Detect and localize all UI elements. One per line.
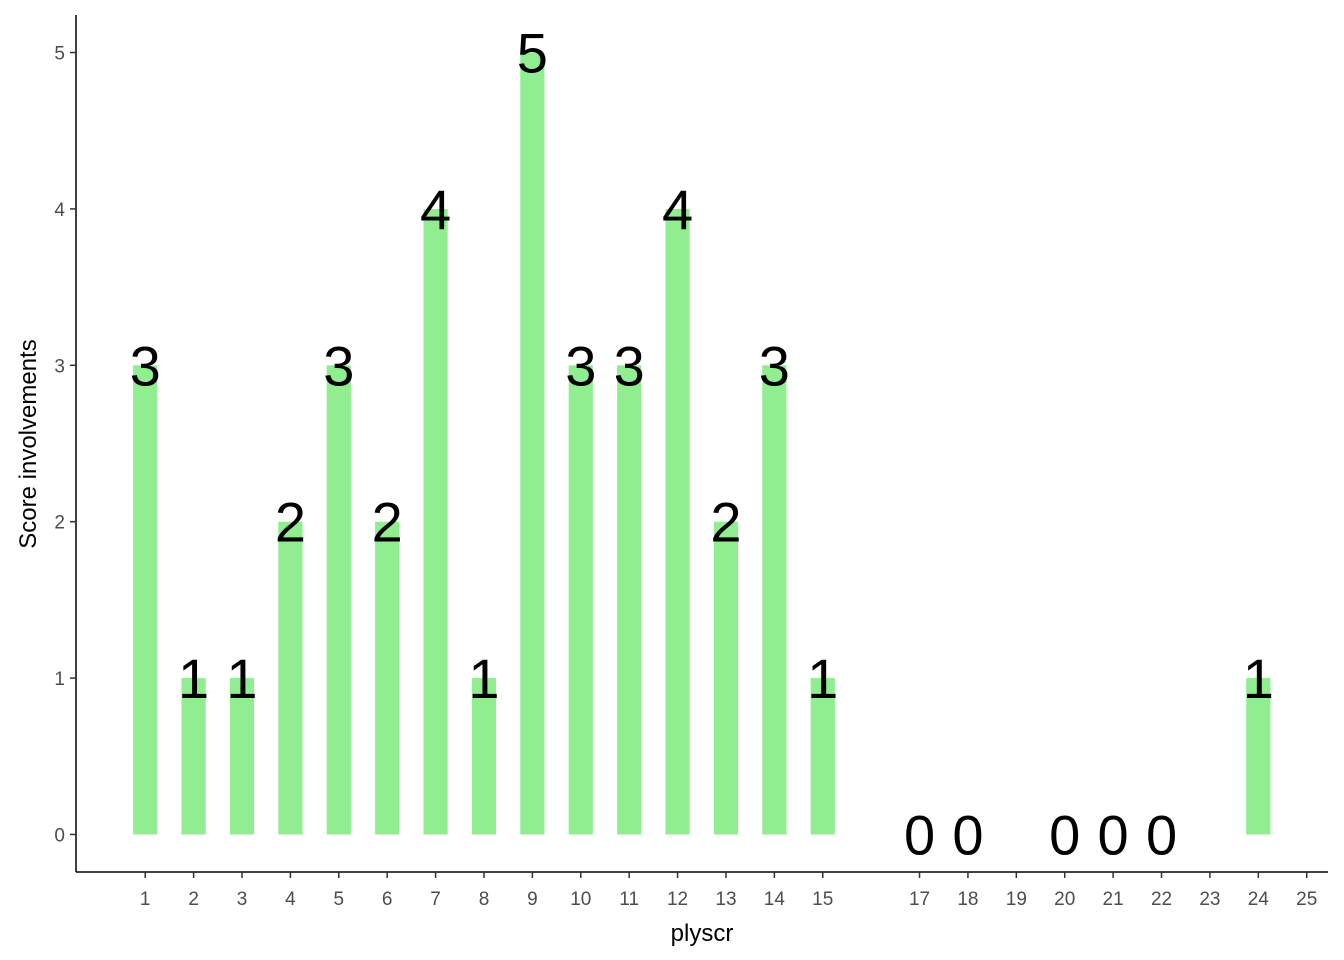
- y-axis-title: Score involvements: [15, 339, 42, 548]
- data-label: 0: [1098, 803, 1129, 866]
- x-tick-label: 14: [764, 889, 786, 910]
- bar: [423, 208, 448, 835]
- bar: [520, 52, 545, 835]
- x-axis-title: plyscr: [671, 920, 734, 947]
- bar: [568, 365, 593, 835]
- bar: [229, 678, 255, 835]
- y-tick-label: 1: [54, 669, 65, 690]
- x-tick-label: 18: [957, 889, 978, 910]
- x-tick-label: 5: [334, 889, 345, 910]
- bar: [810, 678, 835, 835]
- data-label: 0: [952, 803, 983, 866]
- x-tick-label: 11: [619, 889, 639, 910]
- x-tick-label: 10: [570, 889, 591, 910]
- data-label: 3: [323, 334, 354, 397]
- bar: [375, 521, 400, 835]
- x-tick-label: 20: [1054, 889, 1075, 910]
- bar: [1246, 678, 1271, 835]
- x-tick-label: 17: [909, 889, 930, 910]
- data-label: 0: [904, 803, 935, 866]
- x-tick-label: 1: [140, 889, 151, 910]
- data-label: 3: [130, 334, 161, 397]
- data-label: 2: [372, 491, 403, 554]
- x-tick-label: 7: [430, 889, 441, 910]
- x-tick-label: 22: [1151, 889, 1172, 910]
- bar: [278, 521, 303, 835]
- data-label: 4: [420, 178, 451, 241]
- y-tick-label: 5: [54, 44, 65, 65]
- data-label: 4: [662, 178, 693, 241]
- x-tick-label: 4: [285, 889, 296, 910]
- bar: [617, 365, 642, 835]
- data-label: 1: [178, 647, 209, 710]
- data-label: 1: [226, 647, 257, 710]
- data-label: 2: [710, 491, 741, 554]
- data-label: 3: [759, 334, 790, 397]
- bar: [181, 678, 206, 835]
- bar: [326, 365, 351, 835]
- x-tick-label: 12: [667, 889, 688, 910]
- bar: [665, 208, 690, 835]
- x-tick-label: 6: [382, 889, 393, 910]
- x-tick-label: 25: [1296, 889, 1317, 910]
- x-tick-label: 19: [1006, 889, 1027, 910]
- data-label: 1: [1243, 647, 1274, 710]
- data-label: 0: [1146, 803, 1177, 866]
- x-tick-label: 2: [188, 889, 199, 910]
- y-tick-label: 0: [54, 825, 65, 846]
- data-label: 3: [565, 334, 596, 397]
- y-tick-label: 3: [54, 356, 65, 377]
- y-tick-label: 2: [54, 513, 65, 534]
- bar: [471, 678, 497, 835]
- x-tick-label: 9: [527, 889, 538, 910]
- x-tick-label: 8: [479, 889, 490, 910]
- bar: [713, 521, 739, 835]
- data-label: 1: [468, 647, 499, 710]
- data-label: 2: [275, 491, 306, 554]
- x-tick-label: 15: [812, 889, 833, 910]
- data-label: 5: [517, 22, 548, 85]
- x-tick-label: 3: [237, 889, 248, 910]
- y-tick-label: 4: [54, 200, 65, 221]
- data-label: 0: [1049, 803, 1080, 866]
- x-tick-label: 21: [1103, 889, 1124, 910]
- x-tick-label: 13: [715, 889, 736, 910]
- x-tick-label: 23: [1199, 889, 1220, 910]
- x-tick-label: 24: [1248, 889, 1270, 910]
- data-label: 1: [807, 647, 838, 710]
- bar: [762, 365, 787, 835]
- data-label: 3: [614, 334, 645, 397]
- bar: [133, 365, 158, 835]
